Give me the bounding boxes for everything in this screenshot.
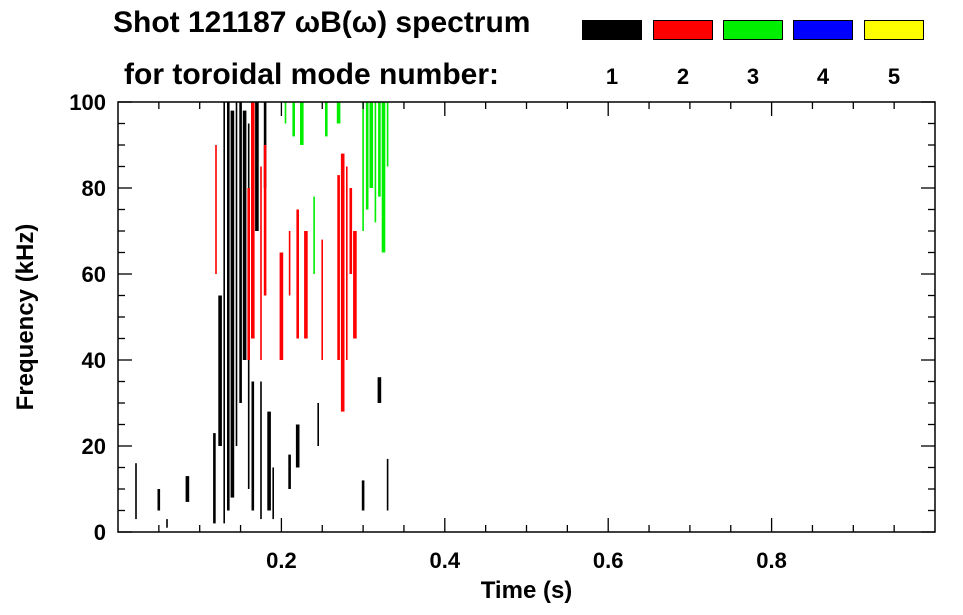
mode-2-mark [247,188,250,360]
y-tick-label: 60 [82,262,106,287]
mode-2-mark [288,231,291,296]
y-tick-label: 80 [82,176,106,201]
mode-2-mark [353,231,357,339]
mode-3-mark [292,102,295,137]
legend-label-4: 4 [816,64,830,89]
x-tick-label: 0.8 [756,548,787,573]
y-axis-label: Frequency (kHz) [12,224,39,411]
mode-3-mark [362,102,364,231]
mode-1-mark [227,102,230,511]
mode-3-mark [336,102,341,124]
mode-3-mark [386,102,389,167]
mode-3-mark [381,102,386,253]
mode-1-mark [361,480,365,511]
legend-swatch-1 [582,20,642,40]
mode-1-mark [295,424,300,468]
legend-label-3: 3 [746,64,760,89]
legend-label-1: 1 [605,64,619,89]
legend-swatch-4 [793,20,853,40]
mode-3-mark [313,196,315,274]
mode-2-mark [251,102,255,339]
mode-1-mark [218,295,222,446]
x-tick-label: 0.2 [266,548,297,573]
mode-1-mark [223,102,225,524]
mode-1-mark [288,454,291,489]
mode-2-mark [279,252,284,360]
mode-1-mark [213,433,216,524]
mode-1-mark [235,102,238,446]
mode-1-mark [251,381,255,511]
mode-2-mark [263,145,267,296]
mode-2-mark [296,209,299,339]
mode-1-mark [386,458,389,511]
mode-3-mark [374,102,377,223]
mode-1-mark [242,110,247,360]
x-tick-label: 0.4 [430,548,461,573]
mode-1-mark [239,102,242,403]
mode-1-mark [135,463,137,520]
legend-swatch-3 [723,20,783,40]
y-tick-label: 0 [94,520,106,545]
mode-3-mark [300,102,304,145]
mode-1-mark [166,519,168,528]
mode-3-mark [369,102,374,188]
mode-1-mark [267,411,271,511]
mode-1-mark [317,403,319,446]
x-tick-label: 0.6 [593,548,624,573]
mode-3-mark [365,102,369,210]
y-tick-label: 20 [82,434,106,459]
mode-1-mark [230,110,235,498]
mode-1-mark [260,381,262,520]
mode-2-mark [304,231,308,339]
mode-2-mark [321,239,323,360]
legend-swatch-2 [653,20,713,40]
mode-3-mark [284,102,287,124]
spectrum-marks [135,102,389,528]
mode-2-mark [346,166,348,360]
legend-label-2: 2 [676,64,690,89]
mode-3-mark [325,102,328,137]
mode-2-mark [260,166,262,360]
mode-1-mark [272,467,274,520]
legend-label-5: 5 [887,64,901,89]
chart-title: Shot 121187 ωB(ω) spectrum [113,6,531,39]
mode-3-mark [378,102,381,197]
mode-1-mark [185,476,190,502]
x-axis-label: Time (s) [481,577,573,604]
mode-1-mark [157,489,161,511]
mode-2-mark [349,188,353,274]
mode-1-mark [377,377,382,403]
mode-2-mark [215,145,217,274]
legend-swatch-5 [864,20,924,40]
chart-subtitle: for toroidal mode number: [124,58,499,91]
y-tick-label: 100 [69,90,106,115]
mode-2-mark [337,175,340,360]
mode-2-mark [340,153,345,412]
y-tick-label: 40 [82,348,106,373]
mode-1-mark [255,102,259,231]
axis-ticks: 0 20 40 60 80 100 0.2 0.4 0.6 0.8 [69,90,935,573]
